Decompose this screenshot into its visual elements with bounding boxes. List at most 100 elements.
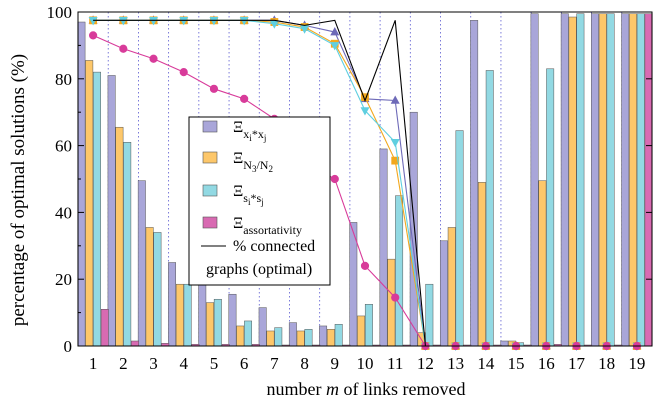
x-tick-label: 19 (628, 354, 645, 373)
bar (131, 340, 139, 347)
bar (591, 13, 599, 347)
bar (621, 13, 630, 347)
bar (266, 330, 275, 347)
data-point (119, 44, 128, 53)
bar (500, 340, 509, 347)
bar (115, 126, 124, 347)
data-point (209, 84, 219, 93)
bar (644, 13, 653, 347)
data-point (149, 54, 158, 63)
data-point (360, 261, 370, 270)
data-point (330, 42, 340, 51)
bar (93, 71, 101, 347)
bar (145, 227, 154, 347)
bar (175, 283, 184, 347)
bar (485, 70, 494, 347)
legend-box (188, 116, 331, 286)
legend-swatch (202, 151, 218, 164)
bar (288, 322, 297, 347)
bar (85, 60, 94, 347)
bar (213, 298, 222, 347)
data-point (209, 17, 219, 26)
x-tick-label: 17 (568, 354, 586, 373)
y-tick-label: 80 (55, 70, 72, 89)
y-tick-label: 100 (47, 3, 73, 22)
data-point (89, 31, 98, 40)
bar (530, 13, 539, 347)
bar (198, 278, 207, 347)
bar-series (77, 13, 653, 347)
legend-label: % connected (233, 238, 315, 255)
data-point (239, 17, 249, 26)
x-tick-label: 16 (538, 354, 555, 373)
data-point (240, 94, 249, 103)
bar (538, 180, 547, 347)
legend-label: ΞN3/N2 (233, 150, 273, 174)
x-tick-label: 7 (270, 354, 279, 373)
x-axis-ticks: 1 2 3 4 5 6 7 8 9 10 11 12 13 14 15 16 17 18 19 (89, 354, 646, 373)
bar (379, 148, 388, 347)
bar (606, 13, 615, 347)
bar (598, 13, 607, 347)
bar (100, 309, 109, 347)
data-point (330, 27, 340, 36)
data-point (391, 293, 400, 302)
bar (274, 327, 283, 347)
bar (107, 75, 116, 347)
bar (77, 21, 86, 347)
y-axis-label: percentage of optimal solutions (%) (8, 54, 29, 326)
bar (439, 240, 448, 347)
data-point (179, 17, 189, 26)
bar (387, 258, 396, 347)
x-tick-label: 18 (598, 354, 615, 373)
bar (258, 307, 267, 347)
legend-swatch (202, 184, 218, 197)
x-tick-label: 1 (89, 354, 98, 373)
bar (334, 324, 343, 347)
data-point (149, 17, 159, 26)
bar (319, 325, 328, 347)
legend: Ξxi*xj ΞN3/N2 Ξsi*sj Ξassortativity% connec… (188, 116, 331, 286)
bar (304, 329, 313, 347)
y-tick-label: 40 (55, 203, 72, 222)
bar (477, 182, 486, 347)
legend-label-line2: graphs (optimal) (206, 261, 312, 278)
data-point (390, 95, 400, 104)
data-point (390, 138, 400, 148)
bar (326, 329, 335, 347)
x-axis-label-part: number (267, 379, 326, 399)
x-axis-label-part: m (326, 379, 339, 399)
data-point (360, 107, 370, 116)
bar (455, 130, 464, 347)
bar (425, 283, 434, 347)
legend-label: Ξassortativity (233, 215, 302, 237)
bar (560, 13, 569, 347)
legend-swatch (202, 120, 218, 133)
bar (364, 304, 373, 347)
bar (123, 142, 132, 347)
bar (636, 13, 645, 347)
y-tick-label: 60 (55, 137, 72, 156)
y-axis-ticks: 0 20 40 60 80 100 (47, 3, 652, 356)
y-tick-label: 20 (55, 270, 72, 289)
bar (153, 232, 162, 347)
data-point (330, 174, 339, 184)
data-point (118, 17, 128, 26)
x-tick-label: 9 (331, 354, 340, 373)
bar (447, 227, 456, 347)
x-tick-label: 14 (477, 354, 495, 373)
x-tick-label: 5 (210, 354, 219, 373)
legend-swatch (202, 216, 218, 229)
bar (244, 320, 253, 347)
legend-label: Ξsi*sj (233, 183, 264, 207)
x-tick-label: 3 (149, 354, 158, 373)
data-point (391, 156, 400, 165)
x-tick-label: 10 (357, 354, 374, 373)
bar (137, 180, 146, 347)
x-axis-label-part: of links removed (339, 379, 465, 399)
bar (183, 283, 192, 347)
bar (206, 302, 214, 347)
x-tick-label: 13 (447, 354, 464, 373)
x-tick-label: 15 (508, 354, 525, 373)
